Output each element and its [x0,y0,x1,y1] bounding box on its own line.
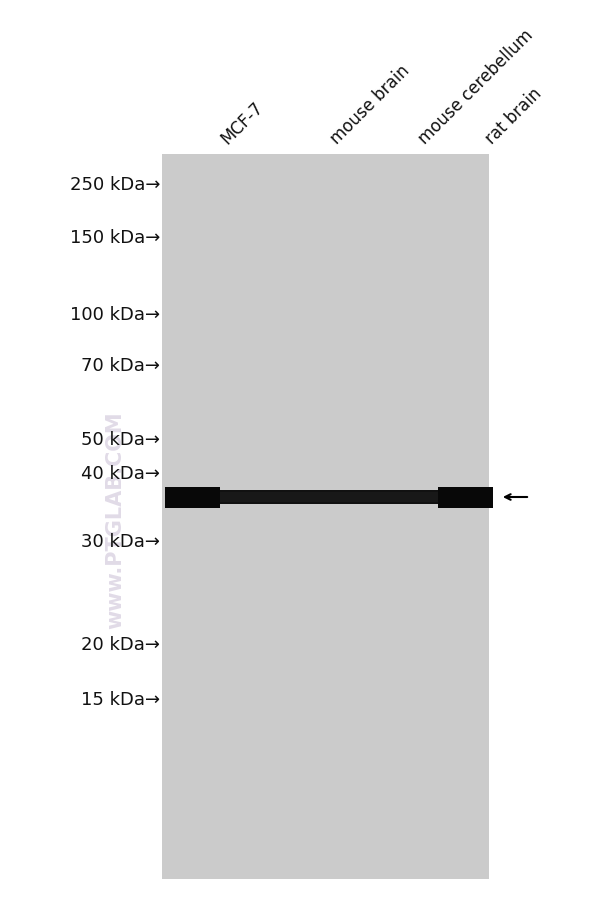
Text: 20 kDa→: 20 kDa→ [81,635,160,653]
Text: MCF-7: MCF-7 [217,98,266,148]
Text: 15 kDa→: 15 kDa→ [81,690,160,708]
Bar [438,487,493,508]
Text: 250 kDa→: 250 kDa→ [70,176,160,194]
Text: 100 kDa→: 100 kDa→ [70,306,160,324]
Text: rat brain: rat brain [482,85,545,148]
Text: 70 kDa→: 70 kDa→ [81,356,160,374]
Text: mouse cerebellum: mouse cerebellum [415,26,537,148]
Text: 50 kDa→: 50 kDa→ [81,430,160,448]
Bar [165,487,220,508]
Bar [165,491,493,504]
Bar [220,492,438,502]
Text: 40 kDa→: 40 kDa→ [81,465,160,483]
Text: 150 kDa→: 150 kDa→ [70,229,160,247]
Text: 30 kDa→: 30 kDa→ [81,532,160,550]
Text: mouse brain: mouse brain [327,62,413,148]
Text: www.PTGLAB.COM: www.PTGLAB.COM [105,410,125,628]
Bar [162,155,489,879]
